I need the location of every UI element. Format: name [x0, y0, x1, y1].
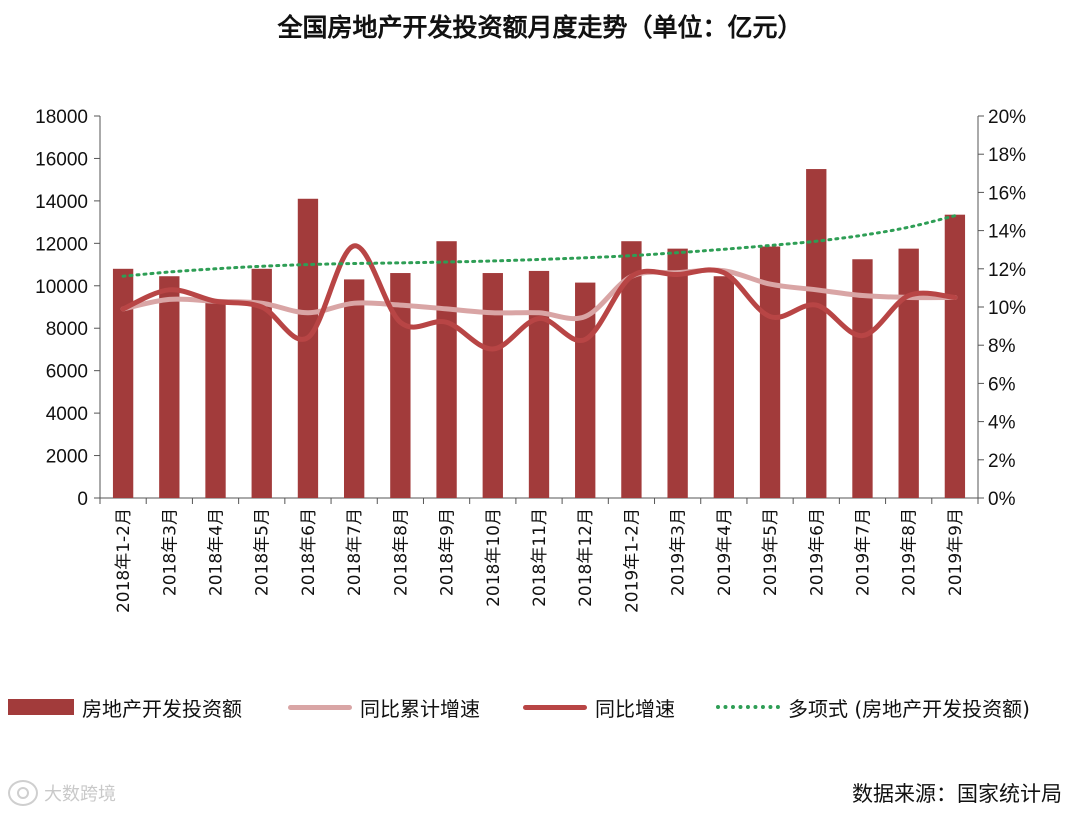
trend-line-polynomial [121, 214, 957, 278]
bar [852, 259, 873, 498]
x-tick-label: 2018年12月 [576, 508, 596, 607]
bar [343, 279, 365, 498]
bar [251, 268, 272, 498]
legend-swatch-light-line [288, 704, 352, 710]
x-tick-label: 2018年3月 [160, 508, 180, 596]
y-left-tick-label: 16000 [35, 149, 88, 170]
bar [806, 169, 827, 499]
watermark-text: 大数跨境 [44, 784, 116, 805]
x-tick-label: 2019年6月 [807, 508, 827, 596]
y-right-tick-label: 20% [988, 107, 1026, 128]
bar [297, 198, 319, 498]
x-tick-label: 2019年8月 [900, 508, 920, 596]
x-tick-label: 2018年11月 [530, 508, 550, 607]
bar [390, 273, 411, 498]
y-left-tick-label: 12000 [35, 234, 88, 255]
legend-label-yoy-growth: 同比增速 [595, 696, 675, 721]
y-right-tick-label: 10% [988, 298, 1026, 319]
y-right-tick-label: 0% [988, 489, 1016, 510]
y-right-tick-label: 14% [988, 222, 1026, 243]
x-tick-label: 2018年10月 [484, 508, 504, 607]
x-tick-label: 2018年5月 [253, 508, 273, 596]
legend-item-cumulative-growth: 同比累计增速 [288, 690, 480, 724]
x-tick-label: 2018年6月 [299, 508, 319, 596]
x-tick-label: 2018年8月 [391, 508, 411, 596]
y-right-tick-label: 16% [988, 183, 1026, 204]
x-tick-label: 2018年1-2月 [114, 508, 134, 613]
x-tick-label: 2019年5月 [761, 508, 781, 596]
bar [621, 241, 642, 498]
line-series-cumulative-growth [120, 267, 958, 322]
legend-item-investment: 房地产开发投资额 [8, 690, 242, 724]
bar [205, 300, 226, 498]
bar [112, 268, 134, 498]
chart-area: 0 2000 4000 6000 8000 10000 12000 14000 16000 180… [35, 107, 1026, 613]
bar [759, 246, 781, 498]
bar [482, 273, 503, 498]
y-left-tick-label: 18000 [35, 107, 88, 128]
x-tick-label: 2018年9月 [438, 508, 458, 596]
legend-swatch-dotted-line [716, 705, 780, 709]
y-left-tick-label: 6000 [46, 362, 88, 383]
legend-item-trend: 多项式 (房地产开发投资额) [716, 690, 1030, 724]
y-right-tick-label: 6% [988, 374, 1016, 395]
x-tick-label: 2019年4月 [715, 508, 735, 596]
bar [713, 276, 735, 498]
x-tick-label: 2018年4月 [207, 508, 227, 596]
x-tick-label: 2019年3月 [669, 508, 689, 596]
y-right-tick-label: 4% [988, 413, 1016, 434]
bar [436, 241, 457, 498]
legend-label-cumulative-growth: 同比累计增速 [360, 696, 480, 721]
watermark-logo-icon [8, 780, 38, 806]
data-source: 数据来源：国家统计局 [852, 782, 1062, 806]
watermark: 大数跨境 [8, 780, 116, 806]
y-left-tick-label: 14000 [35, 192, 88, 213]
y-left-tick-label: 2000 [46, 447, 88, 468]
legend-item-yoy-growth: 同比增速 [523, 690, 675, 724]
legend-swatch-red-line [523, 704, 587, 710]
y-left-tick-label: 0 [77, 489, 88, 510]
y-left-tick-label: 4000 [46, 404, 88, 425]
bar [667, 248, 688, 498]
legend: 房地产开发投资额 同比累计增速 同比增速 多项式 (房地产开发投资额) [8, 690, 1078, 724]
x-tick-label: 2019年9月 [946, 508, 966, 596]
y-right-tick-label: 2% [988, 451, 1016, 472]
bar [528, 270, 550, 498]
bar [898, 248, 919, 498]
y-left-tick-label: 10000 [35, 277, 88, 298]
y-right-tick-label: 8% [988, 336, 1016, 357]
bar [944, 214, 966, 498]
bar [159, 276, 180, 498]
line-series-yoy-growth [120, 243, 958, 352]
y-right-tick-label: 12% [988, 260, 1026, 281]
legend-label-trend: 多项式 (房地产开发投资额) [788, 696, 1030, 721]
x-tick-label: 2019年1-2月 [622, 508, 642, 613]
y-right-tick-label: 18% [988, 145, 1026, 166]
chart-title: 全国房地产开发投资额月度走势（单位：亿元） [277, 13, 803, 42]
legend-label-investment: 房地产开发投资额 [82, 696, 242, 721]
x-tick-label: 2018年7月 [345, 508, 365, 596]
x-tick-label: 2019年7月 [853, 508, 873, 596]
legend-swatch-bar [8, 699, 74, 715]
y-left-tick-label: 8000 [46, 319, 88, 340]
